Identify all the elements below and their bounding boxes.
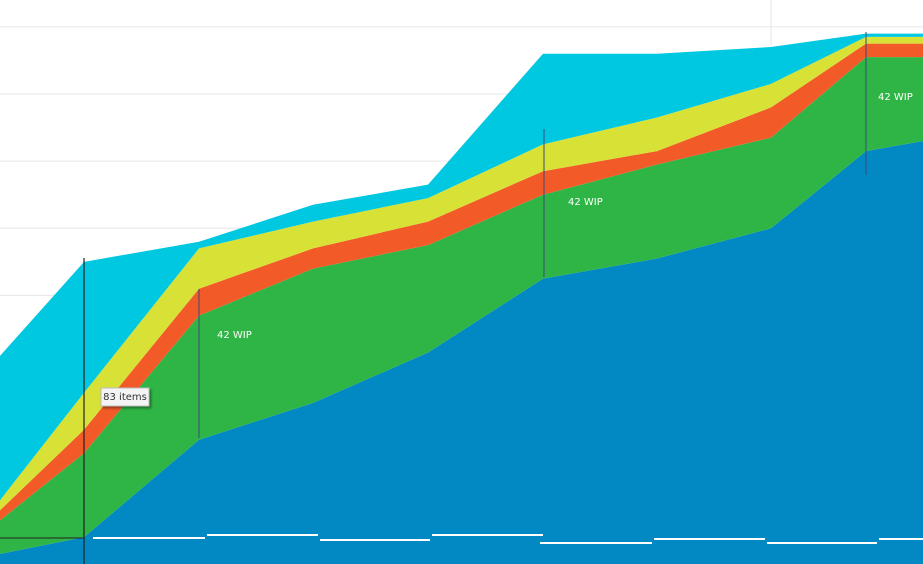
area-series [0,57,923,554]
tooltip-text: 83 items [103,392,147,403]
tooltip-box [100,387,150,407]
wip-label: 42 WIP [568,197,603,208]
wip-label: 42 WIP [217,330,252,341]
areas [0,33,923,564]
wip-label: 42 WIP [878,92,913,103]
area-series [0,141,923,564]
annotations: 83 items 42 WIP 42 WIP 42 WIP [100,92,913,407]
area-series [0,36,923,511]
baseline-dashes [93,534,923,544]
markers [0,32,867,564]
